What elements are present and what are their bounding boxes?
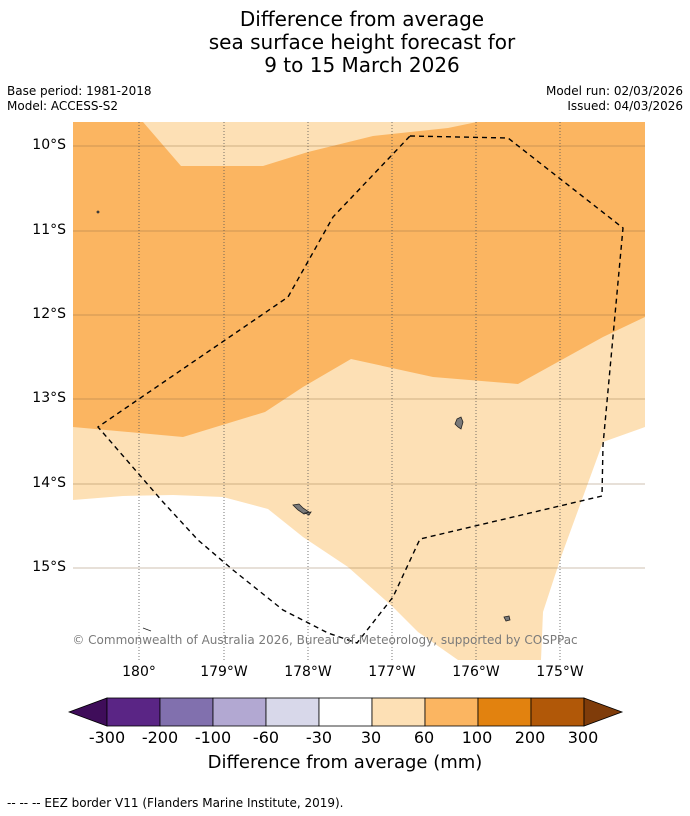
colorbar-segment (530, 697, 585, 727)
islet-north-west (96, 210, 100, 214)
colorbar-tick: 60 (413, 728, 435, 747)
map-title: Difference from average sea surface heig… (0, 8, 690, 77)
model-name: Model: ACCESS-S2 (7, 99, 119, 113)
contour-band-60-100 (73, 122, 645, 437)
lon-label-175w: 175°W (536, 664, 584, 680)
colorbar-tick: -100 (194, 728, 232, 747)
meta-right: Model run: 02/03/2026 Issued: 04/03/2026 (546, 84, 683, 114)
colorbar-segment (318, 697, 373, 727)
lat-label-13s: 13°S (32, 390, 66, 406)
colorbar-tick: -60 (252, 728, 280, 747)
base-period: Base period: 1981-2018 (7, 84, 152, 98)
colorbar-extend-high (583, 697, 624, 727)
lon-label-179w: 179°W (200, 664, 248, 680)
colorbar-segments (68, 697, 624, 727)
lon-label-178w: 178°W (284, 664, 332, 680)
colorbar-segment (424, 697, 479, 727)
model-run: Model run: 02/03/2026 (545, 84, 683, 98)
islet-south-west (142, 627, 152, 632)
colorbar-tick: 200 (514, 728, 546, 747)
colorbar-tick: -200 (141, 728, 179, 747)
island-central-small (303, 511, 312, 516)
eez-legend-footer: -- -- -- EEZ border V11 (Flanders Marine… (7, 796, 344, 810)
island-south-east (503, 615, 511, 622)
lat-label-14s: 14°S (32, 475, 66, 491)
title-line-1: Difference from average (239, 7, 485, 31)
colorbar (68, 697, 624, 727)
colorbar-tick: -30 (305, 728, 333, 747)
colorbar-tick: 300 (567, 728, 599, 747)
title-line-3: 9 to 15 March 2026 (264, 53, 460, 77)
lon-label-176w: 176°W (452, 664, 500, 680)
latitude-gridlines (73, 145, 645, 569)
issued-date: Issued: 04/03/2026 (567, 99, 683, 113)
colorbar-tick: 100 (461, 728, 493, 747)
land-islands (96, 210, 511, 632)
island-east (454, 416, 464, 430)
colorbar-tick: -300 (88, 728, 126, 747)
colorbar-segment (477, 697, 532, 727)
colorbar-segment (371, 697, 426, 727)
colorbar-tick: 30 (360, 728, 382, 747)
lat-label-10s: 10°S (32, 137, 66, 153)
colorbar-segment (265, 697, 320, 727)
copyright-credit: © Commonwealth of Australia 2026, Bureau… (72, 633, 578, 647)
map-plot (73, 122, 645, 660)
lon-label-180: 180° (122, 664, 156, 680)
lat-label-11s: 11°S (32, 222, 66, 238)
colorbar-extend-low (68, 697, 108, 727)
eez-border (96, 135, 624, 644)
title-line-2: sea surface height forecast for (208, 30, 516, 54)
lon-label-177w: 177°W (368, 664, 416, 680)
meta-left: Base period: 1981-2018 Model: ACCESS-S2 (7, 84, 152, 114)
lat-label-12s: 12°S (32, 306, 66, 322)
colorbar-segment (159, 697, 214, 727)
lat-label-15s: 15°S (32, 559, 66, 575)
colorbar-segment (212, 697, 267, 727)
colorbar-segment (106, 697, 161, 727)
colorbar-label: Difference from average (mm) (207, 752, 483, 773)
